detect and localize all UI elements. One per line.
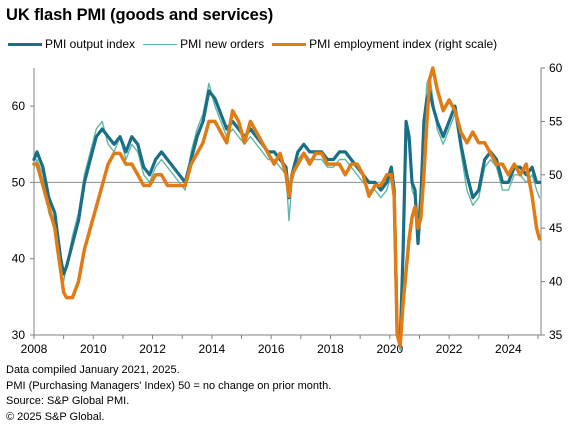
footer-notes: Data compiled January 2021, 2025. PMI (P… (6, 363, 331, 425)
y-left-tick-label: 50 (12, 175, 26, 189)
series-new-orders-line (33, 74, 541, 351)
legend-item-output: PMI output index (8, 37, 135, 51)
legend-item-employment: PMI employment index (right scale) (272, 37, 497, 51)
footer-compiled: Data compiled January 2021, 2025. (6, 364, 180, 376)
legend-swatch-employment (272, 42, 307, 46)
footer-copyright: © 2025 S&P Global. (6, 410, 105, 423)
y-left-tick-label: 60 (12, 99, 26, 113)
series-employment-line (32, 66, 542, 348)
y-left-tick-label: 30 (12, 328, 26, 342)
legend-item-new-orders: PMI new orders (143, 37, 264, 51)
footer-definition: PMI (Purchasing Managers' Index) 50 = no… (6, 379, 332, 392)
y-right-tick-label: 40 (549, 275, 563, 289)
y-right-tick-label: 50 (549, 168, 563, 182)
x-tick-label: 2010 (80, 342, 107, 356)
y-right-tick-label: 60 (549, 61, 563, 75)
x-tick-label: 2012 (139, 342, 166, 356)
x-tick-label: 2008 (21, 342, 48, 356)
x-tick-label: 2024 (495, 342, 522, 356)
x-tick-label: 2022 (436, 342, 463, 356)
footer-source: Source: S&P Global PMI. (6, 395, 130, 407)
x-tick-label: 2020 (376, 342, 403, 356)
legend-swatch-output (8, 42, 42, 46)
x-tick-label: 2014 (199, 342, 226, 356)
y-right-tick-label: 45 (549, 221, 563, 235)
legend-label-employment: PMI employment index (right scale) (309, 37, 498, 51)
y-right-tick-label: 35 (549, 328, 563, 342)
chart-title: UK flash PMI (goods and services) (6, 6, 274, 24)
legend-label-new-orders: PMI new orders (180, 37, 265, 51)
x-tick-label: 2018 (317, 342, 344, 356)
y-right-tick-label: 55 (549, 114, 563, 128)
y-left-tick-label: 40 (12, 252, 26, 266)
x-tick-label: 2016 (258, 342, 285, 356)
legend-label-output: PMI output index (45, 37, 136, 51)
legend-swatch-new-orders (143, 43, 178, 45)
legend: PMI output index PMI new orders PMI empl… (8, 36, 505, 52)
series-output-line (32, 89, 542, 345)
